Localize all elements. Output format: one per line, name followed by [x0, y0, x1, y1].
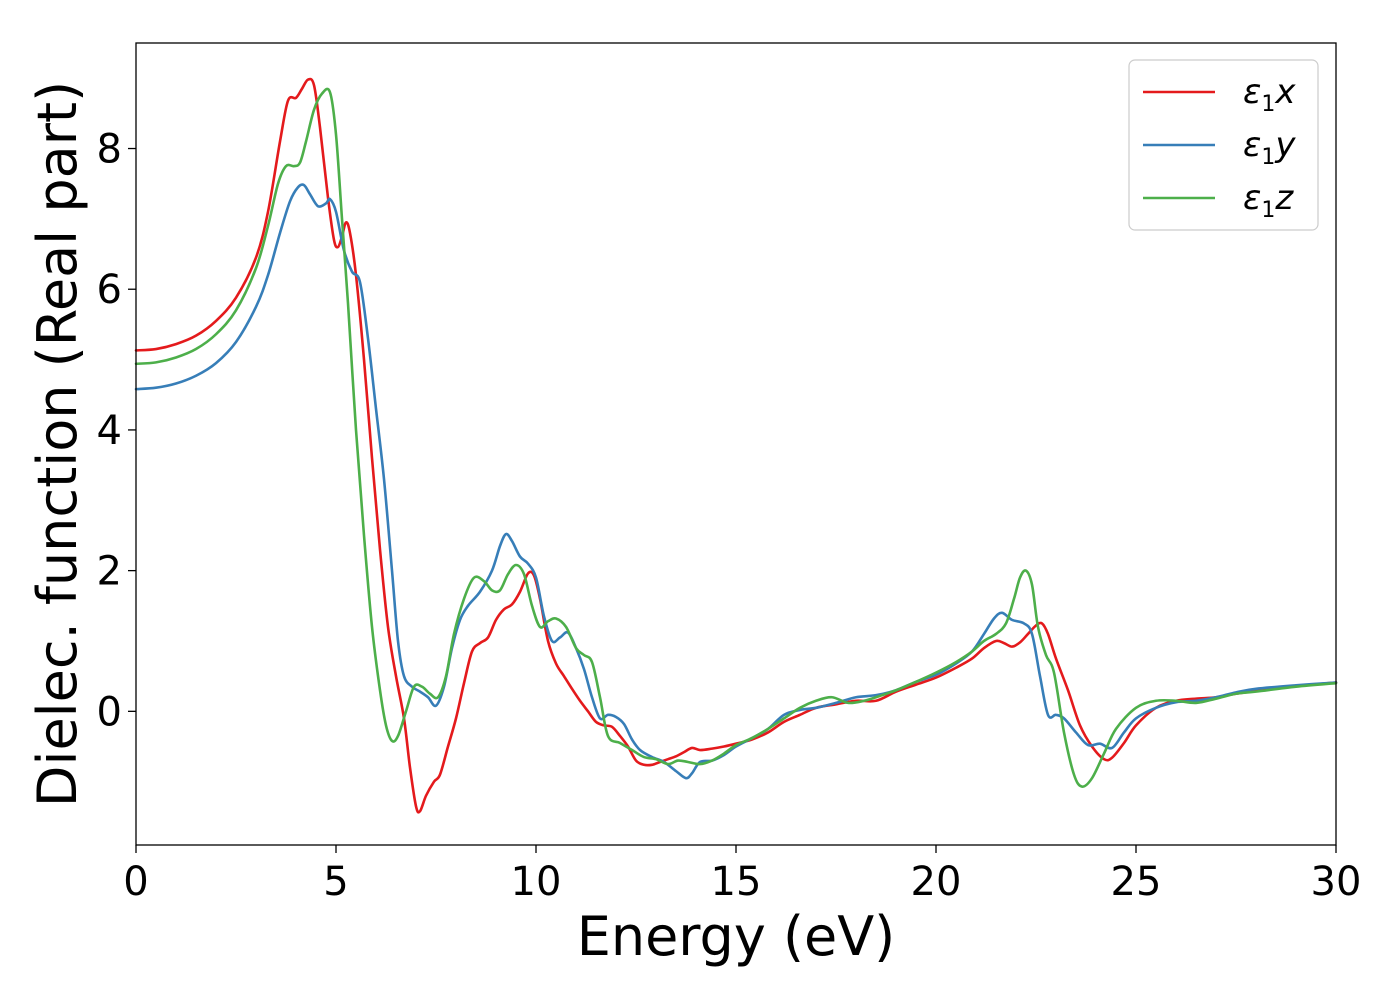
legend-box: [1128, 59, 1319, 231]
x-tick-label: 20: [911, 859, 962, 905]
legend: ε1x ε1y ε1z: [1128, 59, 1319, 231]
x-axis: 0 5 10 15 20 25 30: [123, 845, 1361, 905]
x-tick-label: 5: [323, 859, 348, 905]
x-tick-label: 25: [1111, 859, 1162, 905]
x-tick-label: 30: [1311, 859, 1362, 905]
series-line-z: [134, 87, 1338, 788]
y-tick-label: 4: [97, 408, 122, 454]
x-tick-label: 10: [511, 859, 562, 905]
y-tick-label: 8: [97, 127, 122, 173]
y-axis-label: Dielec. function (Real part): [26, 81, 89, 807]
legend-label-x: ε1x: [1243, 72, 1296, 117]
legend-label-z: ε1z: [1243, 178, 1294, 223]
series-line-y: [134, 183, 1338, 780]
y-tick-label: 2: [97, 549, 122, 595]
series-layer: [134, 77, 1338, 814]
y-tick-label: 6: [97, 267, 122, 313]
y-tick-label: 0: [97, 689, 122, 735]
y-axis: 0 2 4 6 8: [97, 127, 136, 735]
x-tick-label: 15: [711, 859, 762, 905]
legend-label-y: ε1y: [1243, 125, 1296, 170]
x-tick-label: 0: [123, 859, 148, 905]
x-axis-label: Energy (eV): [577, 905, 896, 968]
